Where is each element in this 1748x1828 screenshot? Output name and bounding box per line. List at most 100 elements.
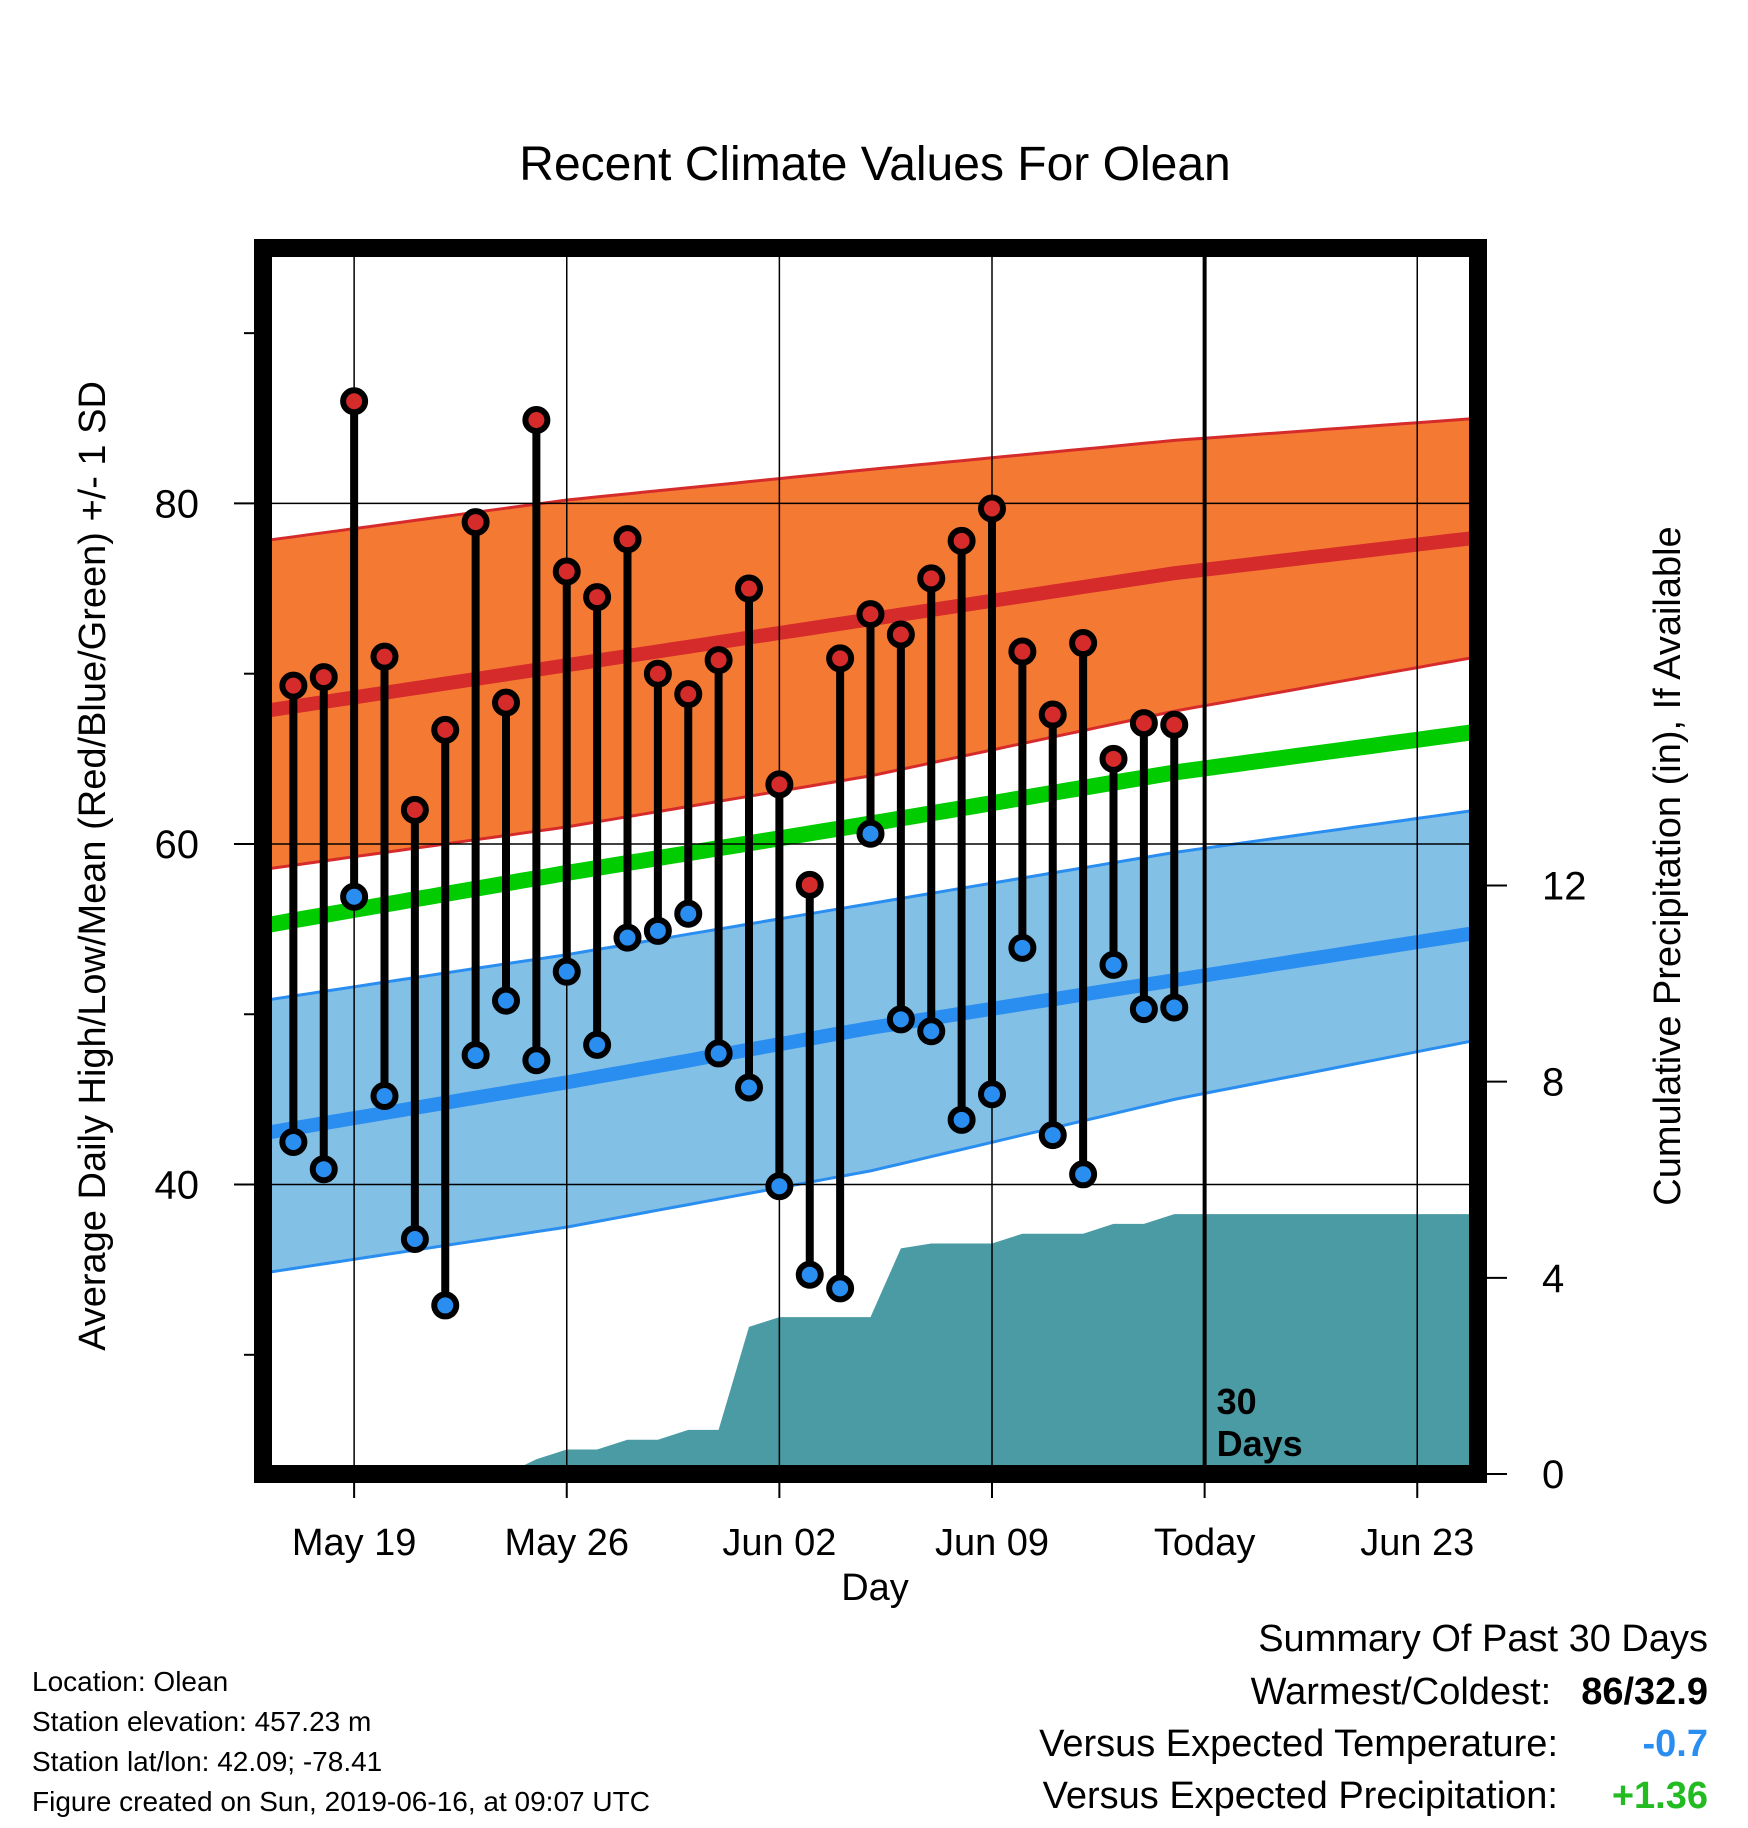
daily-low-point <box>279 1127 308 1156</box>
daily-high-point <box>279 671 308 700</box>
normal-low-line <box>261 925 1480 1141</box>
daily-high-point <box>886 620 915 649</box>
daily-low-point <box>826 1274 855 1303</box>
daily-low-point <box>492 986 520 1015</box>
location-text: Location: Olean <box>32 1666 229 1697</box>
daily-low-point <box>643 916 672 945</box>
plot-area: 30 Days <box>261 248 1480 1474</box>
y2-tick-label: 8 <box>1542 1061 1564 1105</box>
daily-high-point <box>704 646 733 675</box>
daily-high-point <box>340 387 369 416</box>
daily-low-point <box>856 819 885 848</box>
daily-high-point <box>583 583 612 612</box>
daily-low-point <box>735 1073 763 1102</box>
y-axis-right: 0 4 8 12 <box>1487 865 1587 1497</box>
daily-low-point <box>1099 950 1128 979</box>
precipitation-label: Versus Expected Precipitation: <box>1042 1775 1558 1817</box>
daily-high-point <box>309 663 338 692</box>
daily-low-point <box>340 882 369 911</box>
daily-high-point <box>552 557 581 586</box>
daily-high-point <box>400 795 429 824</box>
daily-low-point <box>370 1081 399 1110</box>
x-tick-label: Today <box>1154 1522 1255 1564</box>
daily-low-point <box>795 1260 824 1289</box>
x-tick-label: May 26 <box>504 1522 629 1564</box>
daily-high-point <box>947 526 976 555</box>
daily-high-point <box>917 564 946 593</box>
plot-frame <box>254 239 1487 1483</box>
precipitation-value: +1.36 <box>1611 1775 1708 1817</box>
elevation-text: Station elevation: 457.23 m <box>32 1706 372 1737</box>
summary-panel: Summary Of Past 30 Days Warmest/Coldest:… <box>948 1612 1708 1822</box>
daily-high-point <box>978 494 1006 523</box>
daily-high-point <box>643 659 672 688</box>
y2-tick-label: 0 <box>1542 1453 1564 1497</box>
today-annotation-line-1: 30 <box>1217 1381 1257 1422</box>
daily-high-point <box>795 870 824 899</box>
y2-tick-label: 12 <box>1542 865 1587 909</box>
y-tick-label: 60 <box>155 823 200 867</box>
daily-low-point <box>1129 995 1158 1024</box>
daily-high-point <box>735 574 763 603</box>
daily-high-point <box>856 600 885 629</box>
daily-low-point <box>947 1105 976 1134</box>
x-axis-label: Day <box>841 1567 909 1609</box>
daily-high-point <box>492 688 520 717</box>
daily-high-point <box>431 715 460 744</box>
x-tick-label: Jun 23 <box>1360 1522 1474 1564</box>
daily-high-point <box>1129 709 1158 738</box>
daily-high-point <box>370 642 399 671</box>
warmest-coldest-value: 86/32.9 <box>1581 1671 1708 1713</box>
station-info: Location: Olean Station elevation: 457.2… <box>32 1662 650 1822</box>
daily-low-point <box>978 1080 1006 1109</box>
daily-low-point <box>309 1155 338 1184</box>
daily-low-point <box>674 899 703 928</box>
daily-high-point <box>765 770 794 799</box>
daily-low-point <box>431 1291 460 1320</box>
summary-row-warmest-coldest: Warmest/Coldest: 86/32.9 <box>948 1666 1708 1718</box>
daily-high-point <box>613 525 642 554</box>
warmest-coldest-label: Warmest/Coldest: <box>1250 1671 1552 1713</box>
summary-heading: Summary Of Past 30 Days <box>1258 1618 1708 1660</box>
daily-low-point <box>552 957 581 986</box>
x-axis: May 19 May 26 Jun 02 Jun 09 Today Jun 23 <box>292 1483 1474 1564</box>
daily-low-point <box>522 1046 551 1075</box>
latlon-text: Station lat/lon: 42.09; -78.41 <box>32 1746 383 1777</box>
created-text: Figure created on Sun, 2019-06-16, at 09… <box>32 1786 650 1817</box>
chart-title: Recent Climate Values For Olean <box>519 138 1230 191</box>
summary-row-precipitation: Versus Expected Precipitation: +1.36 <box>948 1770 1708 1822</box>
x-tick-label: May 19 <box>292 1522 417 1564</box>
daily-low-point <box>1038 1121 1067 1150</box>
daily-high-point <box>461 508 490 537</box>
precipitation-area <box>263 1214 1478 1474</box>
daily-low-point <box>1008 933 1037 962</box>
cumulative-precipitation-area <box>263 1214 1478 1474</box>
daily-high-point <box>1038 700 1067 729</box>
daily-high-point <box>674 680 703 709</box>
daily-high-point <box>1008 637 1037 666</box>
daily-low-point <box>613 923 642 952</box>
low-upper-edge <box>262 808 1479 1003</box>
temperature-label: Versus Expected Temperature: <box>1039 1723 1558 1765</box>
summary-row-temperature: Versus Expected Temperature: -0.7 <box>948 1718 1708 1770</box>
daily-low-point <box>1160 993 1189 1022</box>
y-axis-label: Average Daily High/Low/Mean (Red/Blue/Gr… <box>72 381 114 1351</box>
daily-low-point <box>400 1225 429 1254</box>
today-annotation-line-2: Days <box>1217 1423 1303 1464</box>
y-tick-label: 40 <box>155 1164 200 1208</box>
y2-axis-label: Cumulative Precipitation (in), If Availa… <box>1647 526 1689 1205</box>
daily-low-point <box>461 1041 490 1070</box>
daily-high-point <box>1099 744 1128 773</box>
x-tick-label: Jun 09 <box>935 1522 1049 1564</box>
daily-low-point <box>886 1005 915 1034</box>
daily-high-point <box>522 405 551 434</box>
daily-low-point <box>704 1039 733 1068</box>
daily-low-point <box>765 1172 794 1201</box>
y-axis-left: 40 60 80 <box>155 332 254 1356</box>
y-tick-label: 80 <box>155 482 200 526</box>
climate-chart: Recent Climate Values For Olean 30 Days … <box>72 138 1689 1609</box>
x-tick-label: Jun 02 <box>722 1522 836 1564</box>
low-lower-edge <box>262 1038 1479 1275</box>
daily-low-point <box>917 1017 946 1046</box>
daily-high-point <box>1160 710 1189 739</box>
